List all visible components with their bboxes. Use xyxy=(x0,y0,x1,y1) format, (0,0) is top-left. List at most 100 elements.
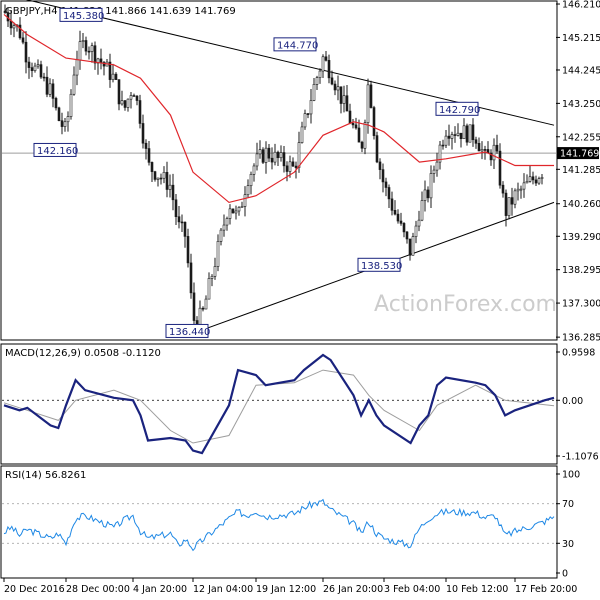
y-tick-label: 70 xyxy=(562,499,574,510)
candle-body xyxy=(411,236,415,256)
candle-body xyxy=(207,278,211,300)
annotation-box xyxy=(273,37,317,52)
candle-body xyxy=(423,189,427,201)
candle-body xyxy=(435,161,439,171)
candle-body xyxy=(159,177,163,180)
last-price-label: 141.769 xyxy=(560,149,599,160)
y-tick-label: 30 xyxy=(562,539,574,550)
candle-body xyxy=(396,213,400,222)
y-tick-label: 0 xyxy=(562,569,568,580)
candle-body xyxy=(321,56,325,72)
candle-body xyxy=(387,187,391,200)
macd-y-axis: 0.9598 0.00 -1.1076 xyxy=(556,348,599,463)
y-tick-label: 100 xyxy=(562,470,580,481)
candle-body xyxy=(213,266,217,277)
candle-body xyxy=(327,60,331,79)
candle-body xyxy=(21,37,25,43)
candle-body xyxy=(354,124,358,129)
candle-body xyxy=(261,149,265,163)
candle-body xyxy=(141,123,145,144)
candle-body xyxy=(45,76,49,95)
annotation-box xyxy=(59,7,103,22)
candle-body xyxy=(168,184,172,190)
candles xyxy=(3,4,544,333)
candle-body xyxy=(531,176,535,181)
candle-body xyxy=(474,139,478,144)
candle-body xyxy=(102,62,106,67)
candle-body xyxy=(402,223,406,233)
candle-body xyxy=(495,144,499,152)
candle-body xyxy=(3,10,7,13)
candle-body xyxy=(144,142,148,149)
candle-body xyxy=(270,157,274,163)
candle-body xyxy=(240,206,244,208)
candle-body xyxy=(234,210,238,214)
candle-body xyxy=(282,152,286,167)
y-tick-label: -1.1076 xyxy=(562,452,599,463)
candle-body xyxy=(201,307,205,310)
candle-body xyxy=(57,107,61,121)
y-tick-label: 145.215 xyxy=(562,33,600,44)
candle-body xyxy=(198,307,202,327)
candle-body xyxy=(324,56,328,61)
candle-body xyxy=(192,292,196,321)
candle-body xyxy=(231,208,235,214)
x-tick-label: 12 Jan 04:00 xyxy=(193,584,253,595)
macd-panel: MACD(12,26,9) 0.0508 -0.1120 0.9598 0.00 -… xyxy=(0,343,599,465)
candle-body xyxy=(153,171,157,180)
annotation-label: 136.440 xyxy=(169,327,210,338)
macd-panel-frame xyxy=(0,343,558,465)
candle-body xyxy=(264,147,268,163)
candle-body xyxy=(378,161,382,170)
rsi-title: RSI(14) 56.8261 xyxy=(5,470,86,481)
candle-body xyxy=(75,59,79,76)
annotation-label: 145.380 xyxy=(63,11,104,22)
candle-body xyxy=(540,176,544,179)
y-tick-label: 140.260 xyxy=(562,199,600,210)
candle-body xyxy=(9,20,13,29)
candle-body xyxy=(333,83,337,91)
candle-body xyxy=(462,125,466,140)
x-tick-label: 4 Jan 20:00 xyxy=(133,584,187,595)
price-panel-frame xyxy=(0,0,558,341)
candle-body xyxy=(405,231,409,240)
candle-body xyxy=(273,151,277,163)
candle-body xyxy=(123,100,127,108)
price-annotations: 145.380 142.160 136.440 144.770 138.530 142.7… xyxy=(33,7,480,338)
candle-body xyxy=(24,41,28,63)
candle-body xyxy=(120,100,124,105)
candle-body xyxy=(453,134,457,136)
candle-body xyxy=(156,177,160,180)
last-price-marker: 141.769 xyxy=(557,147,599,160)
candle-body xyxy=(465,125,469,143)
y-tick-label: 137.300 xyxy=(562,299,600,310)
candle-body xyxy=(135,95,139,101)
y-tick-label: 138.295 xyxy=(562,265,600,276)
annotation-box xyxy=(357,257,401,272)
candle-body xyxy=(60,120,64,127)
candle-body xyxy=(84,40,88,52)
annotation-label: 142.160 xyxy=(37,146,78,157)
candle-body xyxy=(498,150,502,186)
candle-body xyxy=(150,162,154,172)
y-tick-label: 142.255 xyxy=(562,132,600,143)
candle-body xyxy=(336,86,340,91)
candle-body xyxy=(36,64,40,67)
candle-body xyxy=(78,41,82,61)
candle-body xyxy=(27,61,31,68)
y-tick-label: 144.245 xyxy=(562,65,600,76)
candle-body xyxy=(114,73,118,80)
candle-body xyxy=(297,142,301,168)
candle-body xyxy=(459,132,463,140)
candle-body xyxy=(30,67,34,71)
y-tick-label: 0.9598 xyxy=(562,348,595,359)
candle-body xyxy=(291,161,295,167)
candle-body xyxy=(342,95,346,104)
candle-body xyxy=(507,197,511,216)
candle-body xyxy=(432,169,436,174)
candle-body xyxy=(510,197,514,205)
candle-body xyxy=(501,184,505,194)
candle-body xyxy=(51,83,55,99)
candle-body xyxy=(537,178,541,184)
x-tick-label: 28 Dec 00:00 xyxy=(66,584,130,595)
